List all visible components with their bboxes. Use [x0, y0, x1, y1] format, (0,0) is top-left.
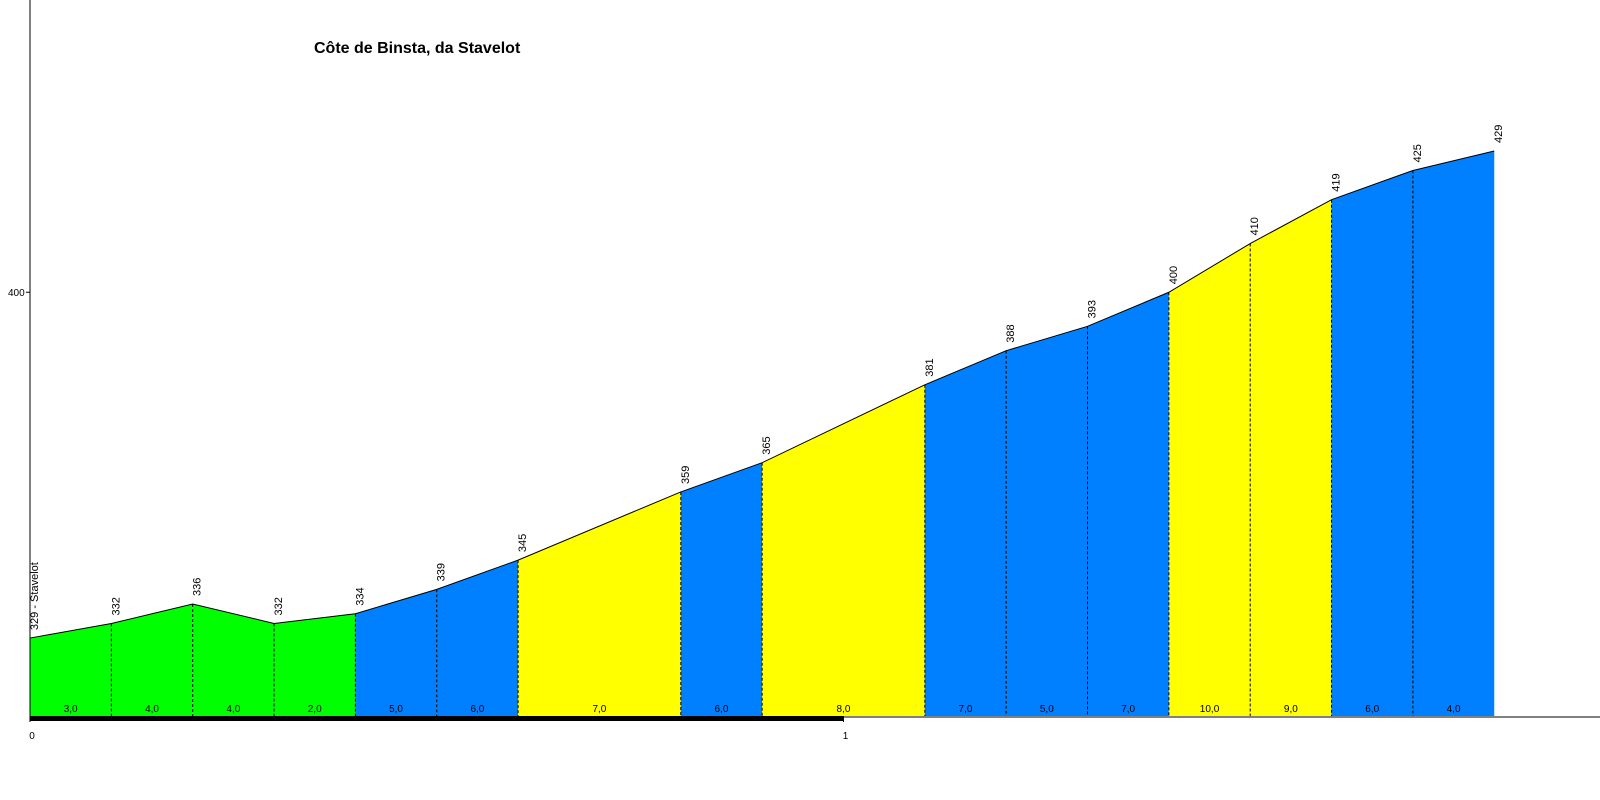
- y-tick-label: 400: [8, 288, 25, 299]
- elevation-label: 388: [1005, 324, 1017, 342]
- gradient-label: 8,0: [837, 704, 851, 715]
- scale-bar: [30, 716, 844, 721]
- elevation-label: 425: [1412, 144, 1424, 162]
- profile-line: [29, 150, 1495, 639]
- elevation-label: 381: [924, 358, 936, 376]
- gradient-label: 4,0: [1447, 704, 1461, 715]
- gradient-label: 4,0: [145, 704, 159, 715]
- elevation-label: 334: [354, 587, 366, 605]
- gradient-label: 5,0: [389, 704, 403, 715]
- gradient-label: 5,0: [1040, 704, 1054, 715]
- elevation-label: 429: [1493, 125, 1505, 143]
- elevation-label: 332: [273, 597, 285, 615]
- gradient-segment: [1412, 150, 1495, 717]
- elevation-label: 336: [192, 578, 204, 596]
- gradient-label: 7,0: [592, 704, 606, 715]
- gradient-segment: [1087, 292, 1169, 716]
- gradient-label: 10,0: [1200, 704, 1220, 715]
- elevation-label: 393: [1087, 300, 1099, 318]
- gradient-segment: [30, 623, 112, 716]
- gradient-segment: [274, 613, 356, 716]
- gradient-segment: [762, 384, 925, 716]
- gradient-segment: [111, 603, 193, 716]
- gradient-label: 9,0: [1284, 704, 1298, 715]
- gradient-segment: [924, 350, 1007, 716]
- elevation-label: 329 - Stavelot: [29, 562, 41, 630]
- gradient-label: 7,0: [1121, 704, 1135, 715]
- gradient-segment: [355, 589, 437, 716]
- x-tick-label: 1: [843, 731, 849, 742]
- gradient-segment: [518, 491, 681, 716]
- gradient-segment: [1006, 326, 1088, 716]
- gradient-segment: [1168, 243, 1251, 716]
- gradient-segment: [680, 462, 763, 716]
- gradient-label: 2,0: [308, 704, 322, 715]
- chart-title: Côte de Binsta, da Stavelot: [314, 40, 521, 57]
- elevation-label: 345: [517, 534, 529, 552]
- elevation-label: 339: [436, 563, 448, 581]
- elevation-label: 365: [761, 436, 773, 454]
- elevation-label: 419: [1331, 173, 1343, 191]
- gradient-label: 6,0: [470, 704, 484, 715]
- gradient-segment: [436, 560, 519, 716]
- gradient-label: 3,0: [64, 704, 78, 715]
- elevation-label: 332: [110, 597, 122, 615]
- gradient-label: 4,0: [226, 704, 240, 715]
- gradient-label: 6,0: [714, 704, 728, 715]
- gradient-segment: [1331, 170, 1413, 716]
- x-tick-label: 0: [29, 731, 35, 742]
- elevation-label: 400: [1168, 266, 1180, 284]
- elevation-label: 359: [680, 466, 692, 484]
- gradient-segment: [1250, 199, 1332, 716]
- gradient-segment: [192, 603, 275, 716]
- gradient-label: 6,0: [1365, 704, 1379, 715]
- elevation-label: 410: [1249, 217, 1261, 235]
- gradient-label: 7,0: [959, 704, 973, 715]
